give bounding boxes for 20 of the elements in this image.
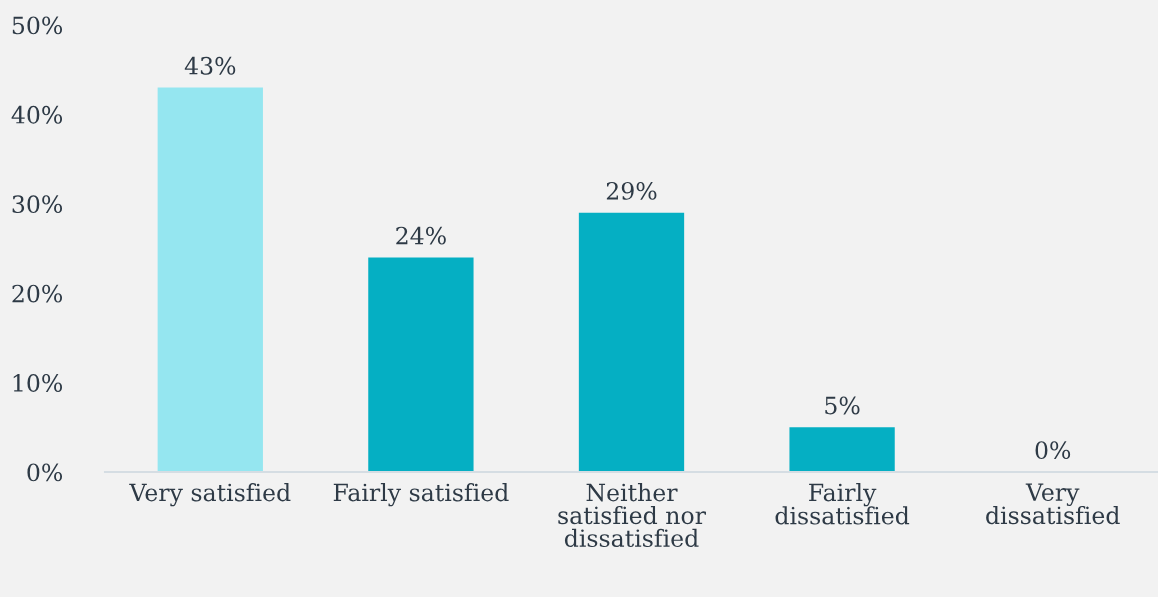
data-label: 24% <box>396 226 446 245</box>
x-tick-label: Neither satisfied nor dissatisfied <box>558 483 706 548</box>
y-tick-label: 50% <box>12 16 63 35</box>
bar <box>368 257 474 472</box>
bar <box>578 212 685 472</box>
data-label: 5% <box>825 396 860 415</box>
y-tick-label: 40% <box>11 105 63 124</box>
data-label: 0% <box>1035 441 1071 460</box>
bar <box>789 427 895 472</box>
y-tick-label: 20% <box>12 284 63 303</box>
y-tick-label: 0% <box>27 463 63 482</box>
x-tick-label: Very satisfied <box>129 483 291 507</box>
y-tick-label: 10% <box>13 374 63 392</box>
x-tick-label: Fairly dissatisfied <box>775 483 910 525</box>
x-tick-label: Fairly satisfied <box>333 483 509 507</box>
data-label: 29% <box>606 181 657 200</box>
bar <box>157 87 263 472</box>
data-label: 43% <box>184 56 236 75</box>
x-tick-label: Very dissatisfied <box>986 483 1120 525</box>
y-tick-label: 30% <box>12 195 63 214</box>
